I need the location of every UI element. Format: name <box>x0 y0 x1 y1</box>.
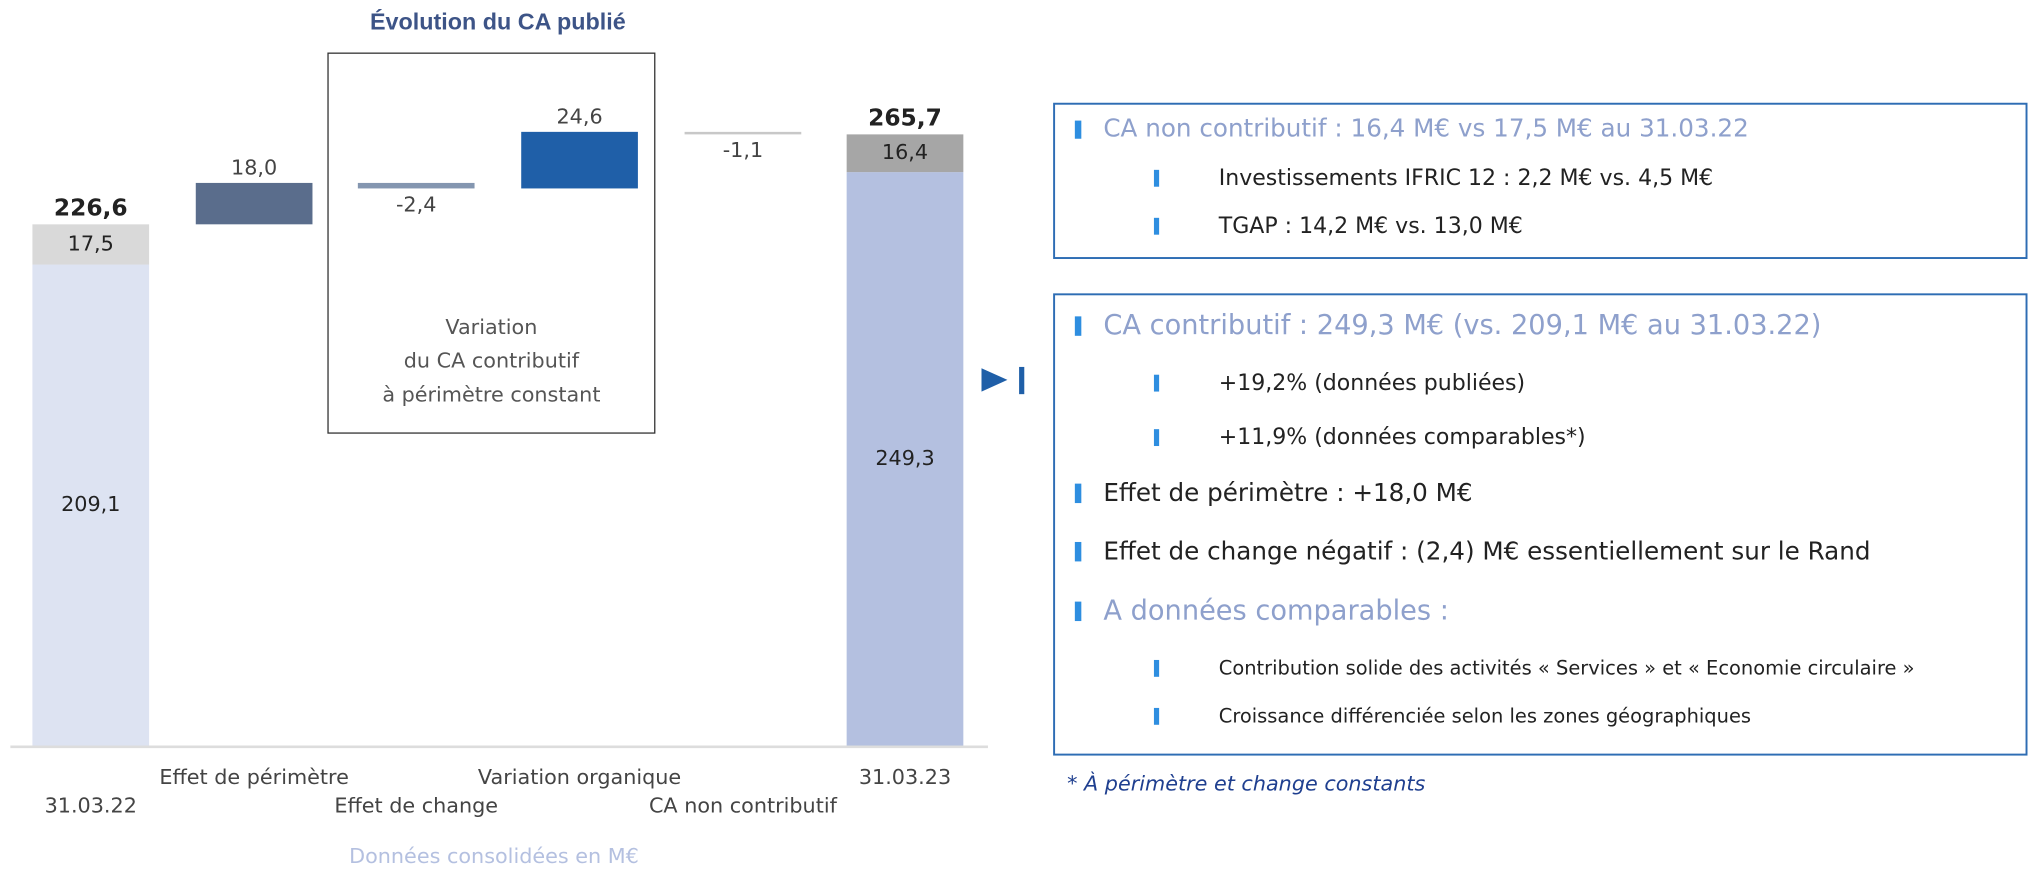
segment-label: 249,3 <box>875 446 934 470</box>
footnote: * À périmètre et change constants <box>1067 770 1425 795</box>
bar <box>684 131 802 135</box>
bar <box>357 182 475 189</box>
note-heading: CA contributif : 249,3 M€ (vs. 209,1 M€ … <box>1103 310 1821 341</box>
note-sub: TGAP : 14,2 M€ vs. 13,0 M€ <box>1218 214 1523 239</box>
bullet <box>1074 483 1082 504</box>
x-tick-label: Effet de change <box>334 793 498 817</box>
x-tick-label: 31.03.22 <box>45 793 137 817</box>
bullet <box>1153 169 1160 187</box>
bar-segment <box>32 224 150 265</box>
value-label: -2,4 <box>396 192 436 216</box>
segment-label: 209,1 <box>61 492 120 516</box>
chart-title: Évolution du CA publié <box>370 7 626 34</box>
note-sub: Croissance différenciée selon les zones … <box>1219 705 1751 728</box>
x-label: Données consolidées en M€ <box>349 844 639 868</box>
bullet <box>1153 374 1160 392</box>
annotation: Variation <box>445 315 537 339</box>
total-label: 226,6 <box>54 193 128 221</box>
bar <box>195 182 313 225</box>
segment-label: 16,4 <box>882 140 928 164</box>
x-tick-label: Effet de périmètre <box>159 765 349 789</box>
total-label: 265,7 <box>868 103 942 131</box>
note-sub: +19,2% (données publiées) <box>1219 371 1525 396</box>
bullet <box>1153 707 1160 725</box>
value-label: 18,0 <box>231 156 277 180</box>
annotation: du CA contributif <box>404 349 580 373</box>
stacked-bar <box>32 224 150 746</box>
bullet <box>1074 316 1082 336</box>
bullet <box>1153 659 1160 677</box>
x-tick-label: CA non contributif <box>649 793 838 817</box>
note-item: Effet de change négatif : (2,4) M€ essen… <box>1103 536 1870 565</box>
arrow-bar <box>1019 366 1025 395</box>
note-sub: Investissements IFRIC 12 : 2,2 M€ vs. 4,… <box>1219 166 1713 191</box>
note-box <box>1053 102 2028 259</box>
bullet <box>1074 601 1082 622</box>
note-sub: +11,9% (données comparables*) <box>1219 425 1586 450</box>
note-box <box>1053 293 2028 756</box>
arrow <box>981 368 1008 392</box>
inset-box <box>327 52 656 434</box>
segment-label: 17,5 <box>68 231 114 255</box>
value-label: 24,6 <box>556 105 602 129</box>
x-tick-label: 31.03.23 <box>859 765 951 789</box>
note-sub: Contribution solide des activités « Serv… <box>1219 657 1915 680</box>
annotation: à périmètre constant <box>382 382 600 406</box>
bullet <box>1074 120 1082 139</box>
x-tick-label: Variation organique <box>478 765 681 789</box>
bar-segment <box>846 172 964 746</box>
note-item: Effet de périmètre : +18,0 M€ <box>1103 478 1472 507</box>
stacked-bar <box>846 134 964 746</box>
bar-segment <box>846 134 964 173</box>
bar-segment <box>32 264 150 746</box>
bar <box>521 131 638 189</box>
value-label: -1,1 <box>723 138 763 162</box>
bullet <box>1153 217 1160 235</box>
bullet <box>1153 429 1160 447</box>
note-heading: CA non contributif : 16,4 M€ vs 17,5 M€ … <box>1103 114 1748 143</box>
note-heading: A données comparables : <box>1103 595 1449 626</box>
bullet <box>1074 541 1082 562</box>
